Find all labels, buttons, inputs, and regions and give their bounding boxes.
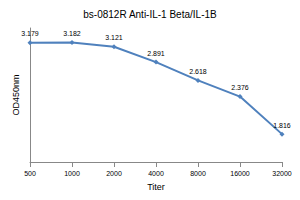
svg-text:1.816: 1.816 — [273, 122, 291, 129]
svg-text:3.179: 3.179 — [21, 30, 39, 37]
svg-text:4000: 4000 — [148, 170, 164, 177]
svg-text:1000: 1000 — [64, 170, 80, 177]
svg-text:2000: 2000 — [106, 170, 122, 177]
svg-text:OD450nm: OD450nm — [11, 74, 21, 115]
svg-text:Titer: Titer — [147, 182, 165, 192]
svg-text:2.618: 2.618 — [189, 68, 207, 75]
svg-text:2.891: 2.891 — [147, 50, 165, 57]
svg-text:32000: 32000 — [272, 170, 292, 177]
svg-text:2.376: 2.376 — [231, 84, 249, 91]
svg-text:3.121: 3.121 — [105, 34, 123, 41]
svg-text:16000: 16000 — [230, 170, 250, 177]
svg-text:8000: 8000 — [190, 170, 206, 177]
svg-text:3.182: 3.182 — [63, 30, 81, 37]
svg-text:500: 500 — [24, 170, 36, 177]
svg-text:bs-0812R Anti-IL-1 Beta/IL-1B: bs-0812R Anti-IL-1 Beta/IL-1B — [83, 9, 217, 20]
